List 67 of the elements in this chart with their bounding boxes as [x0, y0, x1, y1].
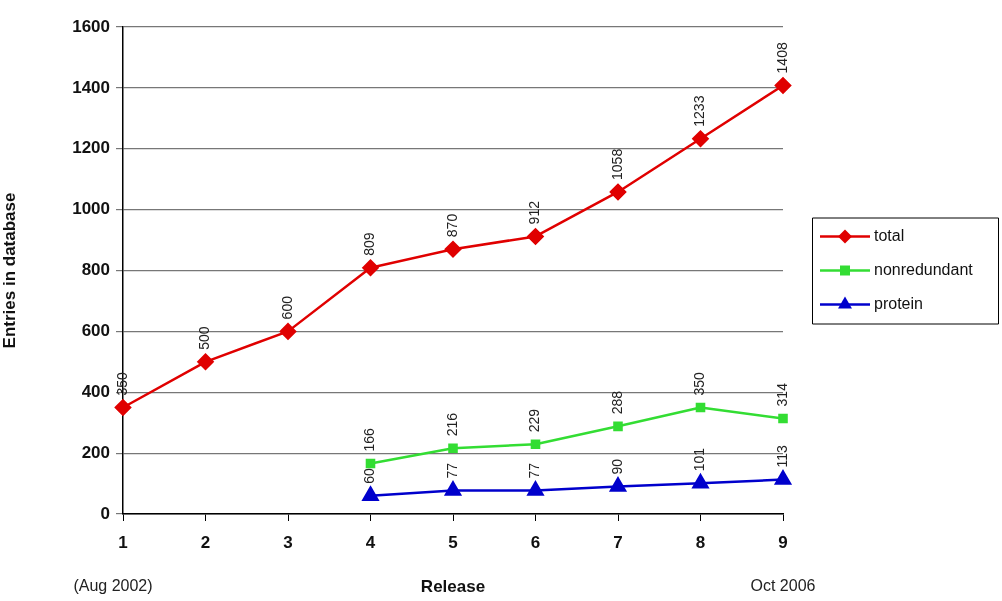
- data-label: 600: [278, 295, 295, 320]
- x-tick-label: 2: [200, 532, 211, 552]
- point: [362, 259, 379, 277]
- point: [613, 421, 623, 432]
- y-tick-label: 0: [100, 503, 110, 523]
- point: [609, 183, 627, 201]
- point: [527, 228, 544, 245]
- y-tick-label: 600: [81, 321, 110, 341]
- point: [444, 481, 462, 496]
- data-label: 912: [526, 200, 543, 225]
- data-label: 350: [691, 371, 708, 396]
- point: [197, 353, 214, 371]
- x-tick-label: 3: [283, 532, 293, 552]
- y-tick-label: 1000: [72, 199, 110, 219]
- x-axis-title: Release: [420, 576, 486, 596]
- data-label: 1408: [773, 42, 790, 74]
- data-label: 500: [196, 326, 213, 350]
- point: [778, 413, 788, 424]
- data-label: 77: [443, 462, 460, 479]
- y-tick-label: 1600: [72, 16, 110, 36]
- data-label: 166: [361, 427, 378, 452]
- legend-label: total: [874, 226, 905, 244]
- y-axis-title: Entries in database: [0, 192, 19, 349]
- data-label: 90: [608, 458, 625, 475]
- data-label: 77: [526, 462, 543, 479]
- y-tick-label: 400: [81, 381, 110, 401]
- point: [692, 130, 709, 147]
- legend-label: nonredundant: [874, 260, 974, 278]
- data-label: 1233: [691, 95, 708, 127]
- text: Oct 2006: [750, 577, 816, 595]
- data-label: 288: [608, 390, 625, 415]
- point: [774, 470, 792, 485]
- y-tick-label: 1200: [72, 138, 110, 158]
- x-tick-label: 9: [778, 532, 788, 552]
- point: [114, 399, 132, 416]
- legend-label: protein: [874, 294, 923, 312]
- point: [609, 477, 627, 492]
- point: [365, 458, 376, 469]
- point: [695, 402, 706, 413]
- data-label: 229: [526, 408, 543, 433]
- point: [279, 323, 297, 340]
- point: [448, 443, 458, 454]
- point: [530, 439, 541, 450]
- data-label: 314: [773, 382, 790, 407]
- point: [362, 486, 379, 501]
- data-label: 216: [443, 412, 460, 437]
- point: [444, 240, 462, 258]
- data-label: 350: [113, 371, 130, 396]
- point: [527, 481, 544, 496]
- x-tick-label: 7: [613, 532, 623, 552]
- y-tick-label: 1400: [72, 77, 110, 97]
- x-tick-label: 8: [695, 532, 706, 552]
- data-label: 60: [361, 467, 378, 484]
- data-label: 809: [361, 232, 378, 256]
- x-tick-label: 6: [530, 532, 541, 552]
- data-label: 113: [773, 445, 790, 468]
- point: [774, 77, 792, 94]
- point: [692, 474, 709, 489]
- y-tick-label: 200: [81, 442, 110, 462]
- x-tick-label: 1: [118, 532, 128, 552]
- data-label: 1058: [608, 148, 625, 180]
- x-tick-label: 5: [448, 532, 458, 552]
- data-label: 101: [691, 447, 708, 472]
- text: (Aug 2002): [73, 577, 153, 595]
- data-label: 870: [443, 213, 460, 238]
- y-tick-label: 800: [81, 260, 110, 280]
- x-tick-label: 4: [365, 532, 376, 552]
